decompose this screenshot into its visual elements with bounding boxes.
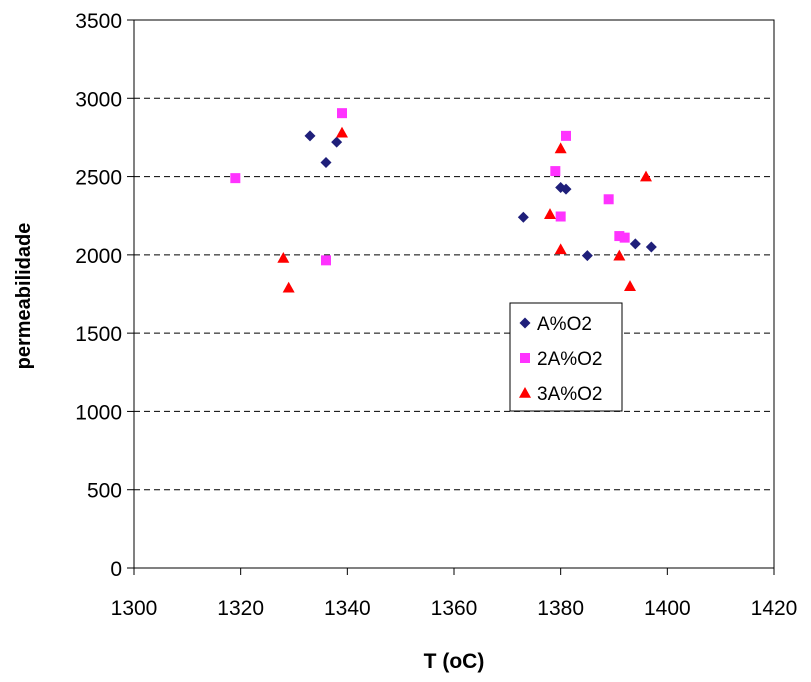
point-square-1-5 (561, 130, 571, 141)
y-tick-label-0: 0 (110, 558, 122, 581)
y-tick-label-4: 2000 (75, 245, 122, 268)
point-square-1-3 (550, 166, 561, 177)
x-tick-label-1: 1320 (217, 597, 264, 620)
point-square-1-4 (555, 211, 566, 222)
legend-label-2: 3A%O2 (537, 384, 602, 405)
point-diamond-0-5 (560, 183, 572, 195)
x-tick-label-6: 1420 (751, 597, 798, 620)
point-diamond-0-3 (517, 211, 529, 223)
point-diamond-0-0 (304, 130, 316, 142)
y-tick-label-3: 1500 (75, 323, 122, 346)
legend-label-0: A%O2 (537, 314, 592, 335)
tick-labels: 0 500 1000 1500 2000 2500 3000 3500 1300 1320 1340… (75, 10, 797, 620)
point-square-1-6 (603, 194, 614, 205)
point-triangle-2-8 (640, 170, 652, 182)
point-square-1-1 (321, 255, 331, 266)
point-triangle-2-5 (554, 243, 567, 255)
legend-marker-0 (519, 317, 531, 329)
legend-marker-2 (519, 387, 531, 398)
y-tick-label-6: 3000 (75, 88, 122, 111)
x-tick-label-2: 1340 (324, 597, 371, 620)
y-tick-label-5: 2500 (75, 167, 122, 190)
point-triangle-2-3 (544, 208, 556, 219)
y-tick-label-7: 3500 (75, 10, 122, 33)
y-tick-label-2: 1000 (75, 401, 122, 424)
axes (133, 19, 775, 569)
point-triangle-2-0 (277, 251, 290, 263)
point-triangle-2-2 (336, 126, 348, 138)
legend-marker-1 (520, 353, 530, 363)
point-triangle-2-1 (282, 281, 295, 293)
point-triangle-2-7 (624, 280, 636, 291)
plot-frame (133, 19, 775, 569)
point-triangle-2-4 (554, 142, 567, 154)
y-tick-label-1: 500 (87, 480, 122, 503)
x-tick-label-4: 1380 (537, 597, 584, 620)
legend-label-1: 2A%O2 (537, 349, 602, 370)
point-square-1-8 (619, 232, 630, 243)
x-tick-label-0: 1300 (111, 597, 158, 620)
point-diamond-0-7 (629, 238, 641, 250)
grid-lines (134, 97, 774, 491)
x-axis-title: T (oC) (424, 650, 485, 673)
point-diamond-0-1 (320, 156, 332, 168)
data-points (230, 108, 657, 293)
legend: A%O2 2A%O2 3A%O2 (509, 302, 623, 412)
x-tick-label-5: 1400 (644, 597, 691, 620)
point-triangle-2-6 (613, 249, 626, 261)
point-diamond-0-8 (645, 241, 657, 253)
point-square-1-2 (337, 108, 347, 119)
point-square-1-0 (230, 173, 241, 184)
y-axis-title: permeabilidade (13, 223, 35, 370)
point-square-1-7 (614, 231, 625, 242)
point-diamond-0-2 (331, 136, 343, 148)
x-tick-label-3: 1360 (431, 597, 478, 620)
point-diamond-0-6 (581, 250, 593, 262)
